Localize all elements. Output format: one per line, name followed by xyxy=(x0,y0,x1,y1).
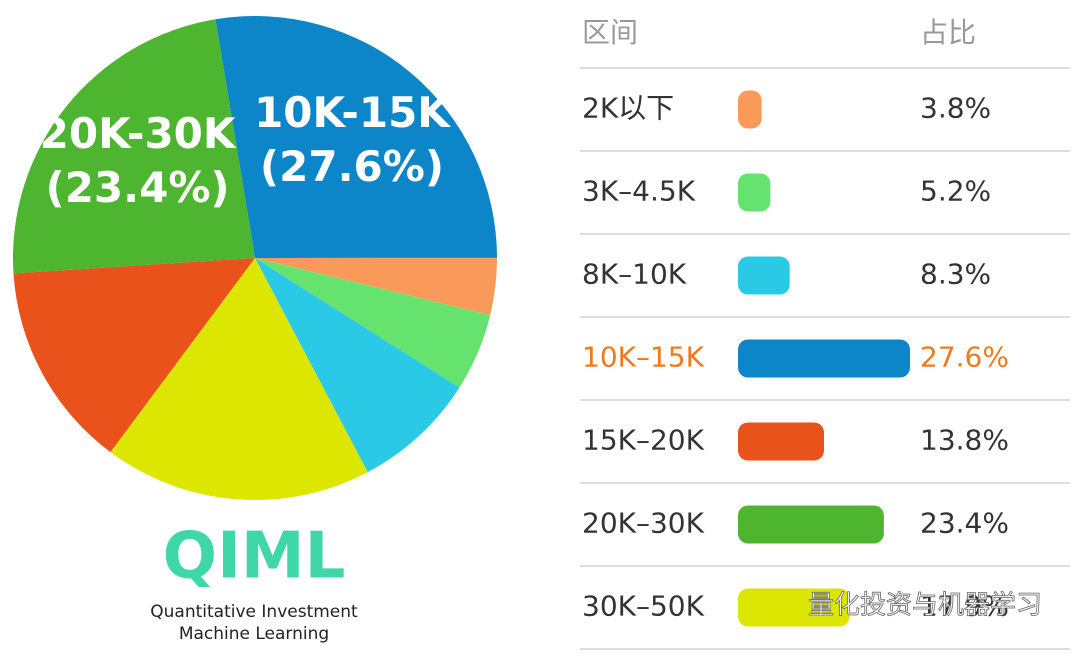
row-label: 15K–20K xyxy=(582,424,705,457)
bar xyxy=(738,173,771,212)
pie-slice xyxy=(255,257,498,316)
bar xyxy=(738,90,762,129)
value-label: 13.8% xyxy=(920,424,1009,457)
value-label: 5.2% xyxy=(920,175,991,208)
row-label: 2K以下 xyxy=(582,92,674,125)
pie-slice xyxy=(110,258,368,500)
row-label: 3K–4.5K xyxy=(582,175,696,208)
pie-category-label: 20K-30K xyxy=(40,109,237,158)
row-label: 8K–10K xyxy=(582,258,687,291)
pie-value-label: (27.6%) xyxy=(260,142,444,191)
pie-value-label: (23.4%) xyxy=(46,163,230,212)
pie-category-label: 10K-15K xyxy=(254,88,451,137)
pie-slice xyxy=(215,16,497,259)
row-label: 10K–15K xyxy=(582,341,705,374)
value-label: 27.6% xyxy=(920,341,1009,374)
value-label: 8.3% xyxy=(920,258,991,291)
header: 占比 xyxy=(920,16,976,49)
bar xyxy=(738,339,910,378)
bar xyxy=(738,256,790,295)
row-label: 20K–30K xyxy=(582,507,705,540)
header: 区间 xyxy=(582,16,638,49)
pie-slice xyxy=(13,19,256,274)
value-label: 17.9% xyxy=(920,590,1009,623)
row-label: 30K–50K xyxy=(582,590,705,623)
watermark: 量化投资与机器学习 xyxy=(808,591,1042,621)
logo-line1: Quantitative Investment xyxy=(150,602,358,622)
pie-slice xyxy=(255,258,460,473)
pie-slice xyxy=(13,258,255,453)
logo-mark: QIML xyxy=(163,520,346,594)
value-label: 3.8% xyxy=(920,92,991,125)
bar xyxy=(738,422,824,461)
bar xyxy=(738,588,850,627)
pie-slice xyxy=(255,258,491,388)
logo-line2: Machine Learning xyxy=(179,624,329,644)
bar xyxy=(738,505,884,544)
value-label: 23.4% xyxy=(920,507,1009,540)
